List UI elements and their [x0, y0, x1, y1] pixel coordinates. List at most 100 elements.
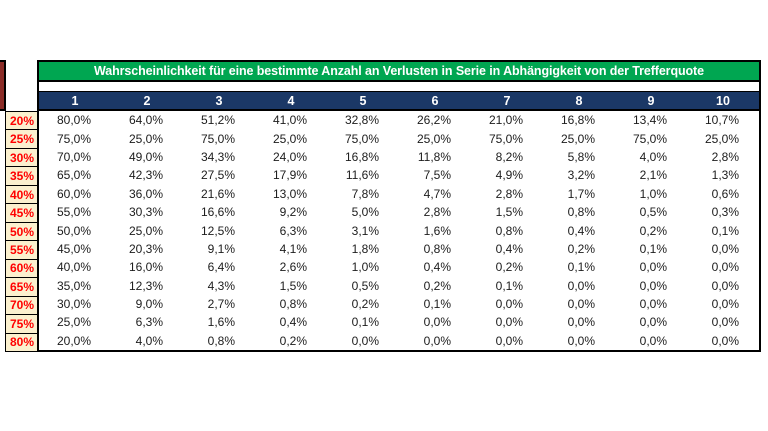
data-cell-r6-c1[interactable]: 50,0% [56, 223, 91, 238]
data-cell-r7-c1[interactable]: 45,0% [56, 241, 91, 256]
row-label-cell-60%[interactable]: 60% [6, 258, 37, 278]
data-cell-r6-c9[interactable]: 0,2% [639, 223, 667, 238]
data-cell-r7-c6[interactable]: 0,8% [423, 241, 451, 256]
data-cell-r3-c9[interactable]: 2,1% [639, 168, 667, 183]
data-cell-r6-c8[interactable]: 0,4% [567, 223, 595, 238]
column-header-cell-7[interactable]: 7 [503, 93, 511, 108]
data-cell-r0-c6[interactable]: 26,2% [416, 113, 451, 128]
row-label-cell-45%[interactable]: 45% [6, 203, 37, 222]
data-cell-r2-c3[interactable]: 34,3% [200, 149, 235, 164]
data-cell-r3-c7[interactable]: 4,9% [495, 168, 523, 183]
data-cell-r8-c4[interactable]: 2,6% [279, 260, 307, 275]
data-cell-r11-c6[interactable]: 0,0% [423, 315, 451, 330]
data-cell-r3-c1[interactable]: 65,0% [56, 168, 91, 183]
data-cell-r11-c5[interactable]: 0,1% [351, 315, 379, 330]
data-cell-r6-c3[interactable]: 12,5% [200, 223, 235, 238]
column-header-cell-6[interactable]: 6 [431, 93, 439, 108]
data-cell-r1-c5[interactable]: 75,0% [344, 131, 379, 146]
data-cell-r12-c6[interactable]: 0,0% [423, 333, 451, 348]
column-header-cell-5[interactable]: 5 [359, 93, 367, 108]
data-cell-r11-c1[interactable]: 25,0% [56, 315, 91, 330]
data-cell-r4-c1[interactable]: 60,0% [56, 186, 91, 201]
data-cell-r4-c5[interactable]: 7,8% [351, 186, 379, 201]
data-cell-r7-c8[interactable]: 0,2% [567, 241, 595, 256]
data-cell-r2-c9[interactable]: 4,0% [639, 149, 667, 164]
data-cell-r4-c4[interactable]: 13,0% [272, 186, 307, 201]
column-header-cell-9[interactable]: 9 [647, 93, 655, 108]
data-cell-r5-c4[interactable]: 9,2% [279, 205, 307, 220]
data-cell-r3-c2[interactable]: 42,3% [128, 168, 163, 183]
data-cell-r4-c8[interactable]: 1,7% [567, 186, 595, 201]
row-label-cell-70%[interactable]: 70% [6, 295, 37, 315]
data-cell-r1-c9[interactable]: 75,0% [632, 131, 667, 146]
data-cell-r10-c3[interactable]: 2,7% [207, 297, 235, 312]
data-cell-r10-c1[interactable]: 30,0% [56, 297, 91, 312]
data-cell-r12-c8[interactable]: 0,0% [567, 333, 595, 348]
data-cell-r12-c2[interactable]: 4,0% [135, 333, 163, 348]
data-cell-r11-c9[interactable]: 0,0% [639, 315, 667, 330]
data-cell-r6-c4[interactable]: 6,3% [279, 223, 307, 238]
data-cell-r0-c1[interactable]: 80,0% [56, 113, 91, 128]
data-cell-r9-c10[interactable]: 0,0% [711, 278, 739, 293]
data-cell-r1-c8[interactable]: 25,0% [560, 131, 595, 146]
column-header-cell-4[interactable]: 4 [287, 93, 295, 108]
data-cell-r11-c7[interactable]: 0,0% [495, 315, 523, 330]
data-cell-r3-c4[interactable]: 17,9% [272, 168, 307, 183]
data-cell-r5-c5[interactable]: 5,0% [351, 205, 379, 220]
data-cell-r6-c6[interactable]: 1,6% [423, 223, 451, 238]
data-cell-r10-c9[interactable]: 0,0% [639, 297, 667, 312]
data-cell-r7-c5[interactable]: 1,8% [351, 241, 379, 256]
data-cell-r5-c8[interactable]: 0,8% [567, 205, 595, 220]
data-cell-r12-c5[interactable]: 0,0% [351, 333, 379, 348]
data-cell-r4-c10[interactable]: 0,6% [711, 186, 739, 201]
data-cell-r7-c10[interactable]: 0,0% [711, 241, 739, 256]
data-cell-r8-c10[interactable]: 0,0% [711, 260, 739, 275]
data-cell-r8-c7[interactable]: 0,2% [495, 260, 523, 275]
data-cell-r7-c9[interactable]: 0,1% [639, 241, 667, 256]
column-header-cell-2[interactable]: 2 [143, 93, 151, 108]
data-cell-r8-c5[interactable]: 1,0% [351, 260, 379, 275]
data-cell-r10-c7[interactable]: 0,0% [495, 297, 523, 312]
data-cell-r7-c7[interactable]: 0,4% [495, 241, 523, 256]
data-cell-r8-c8[interactable]: 0,1% [567, 260, 595, 275]
data-cell-r8-c2[interactable]: 16,0% [128, 260, 163, 275]
data-cell-r12-c3[interactable]: 0,8% [207, 333, 235, 348]
data-cell-r8-c6[interactable]: 0,4% [423, 260, 451, 275]
data-cell-r11-c3[interactable]: 1,6% [207, 315, 235, 330]
data-cell-r11-c4[interactable]: 0,4% [279, 315, 307, 330]
data-cell-r8-c1[interactable]: 40,0% [56, 260, 91, 275]
data-cell-r9-c7[interactable]: 0,1% [495, 278, 523, 293]
data-cell-r1-c10[interactable]: 25,0% [704, 131, 739, 146]
data-cell-r0-c2[interactable]: 64,0% [128, 113, 163, 128]
data-cell-r10-c10[interactable]: 0,0% [711, 297, 739, 312]
data-cell-r9-c4[interactable]: 1,5% [279, 278, 307, 293]
data-cell-r10-c4[interactable]: 0,8% [279, 297, 307, 312]
data-cell-r2-c10[interactable]: 2,8% [711, 149, 739, 164]
row-label-cell-50%[interactable]: 50% [6, 221, 37, 241]
row-label-cell-35%[interactable]: 35% [6, 166, 37, 185]
data-cell-r2-c4[interactable]: 24,0% [272, 149, 307, 164]
data-cell-r11-c2[interactable]: 6,3% [135, 315, 163, 330]
data-cell-r7-c2[interactable]: 20,3% [128, 241, 163, 256]
data-cell-r9-c9[interactable]: 0,0% [639, 278, 667, 293]
row-label-cell-75%[interactable]: 75% [6, 314, 37, 333]
data-cell-r4-c2[interactable]: 36,0% [128, 186, 163, 201]
data-cell-r9-c5[interactable]: 0,5% [351, 278, 379, 293]
row-label-cell-30%[interactable]: 30% [6, 147, 37, 167]
data-cell-r0-c8[interactable]: 16,8% [560, 113, 595, 128]
row-label-cell-80%[interactable]: 80% [6, 332, 37, 352]
data-cell-r2-c2[interactable]: 49,0% [128, 149, 163, 164]
data-cell-r0-c7[interactable]: 21,0% [488, 113, 523, 128]
data-cell-r0-c10[interactable]: 10,7% [704, 113, 739, 128]
column-header-cell-10[interactable]: 10 [716, 93, 730, 108]
data-cell-r6-c2[interactable]: 25,0% [128, 223, 163, 238]
row-label-cell-65%[interactable]: 65% [6, 277, 37, 296]
row-label-cell-20%[interactable]: 20% [6, 112, 37, 130]
row-label-cell-55%[interactable]: 55% [6, 240, 37, 259]
data-cell-r3-c8[interactable]: 3,2% [567, 168, 595, 183]
data-cell-r0-c4[interactable]: 41,0% [272, 113, 307, 128]
data-cell-r6-c7[interactable]: 0,8% [495, 223, 523, 238]
data-cell-r12-c7[interactable]: 0,0% [495, 333, 523, 348]
data-cell-r3-c3[interactable]: 27,5% [200, 168, 235, 183]
column-header-cell-8[interactable]: 8 [575, 93, 583, 108]
